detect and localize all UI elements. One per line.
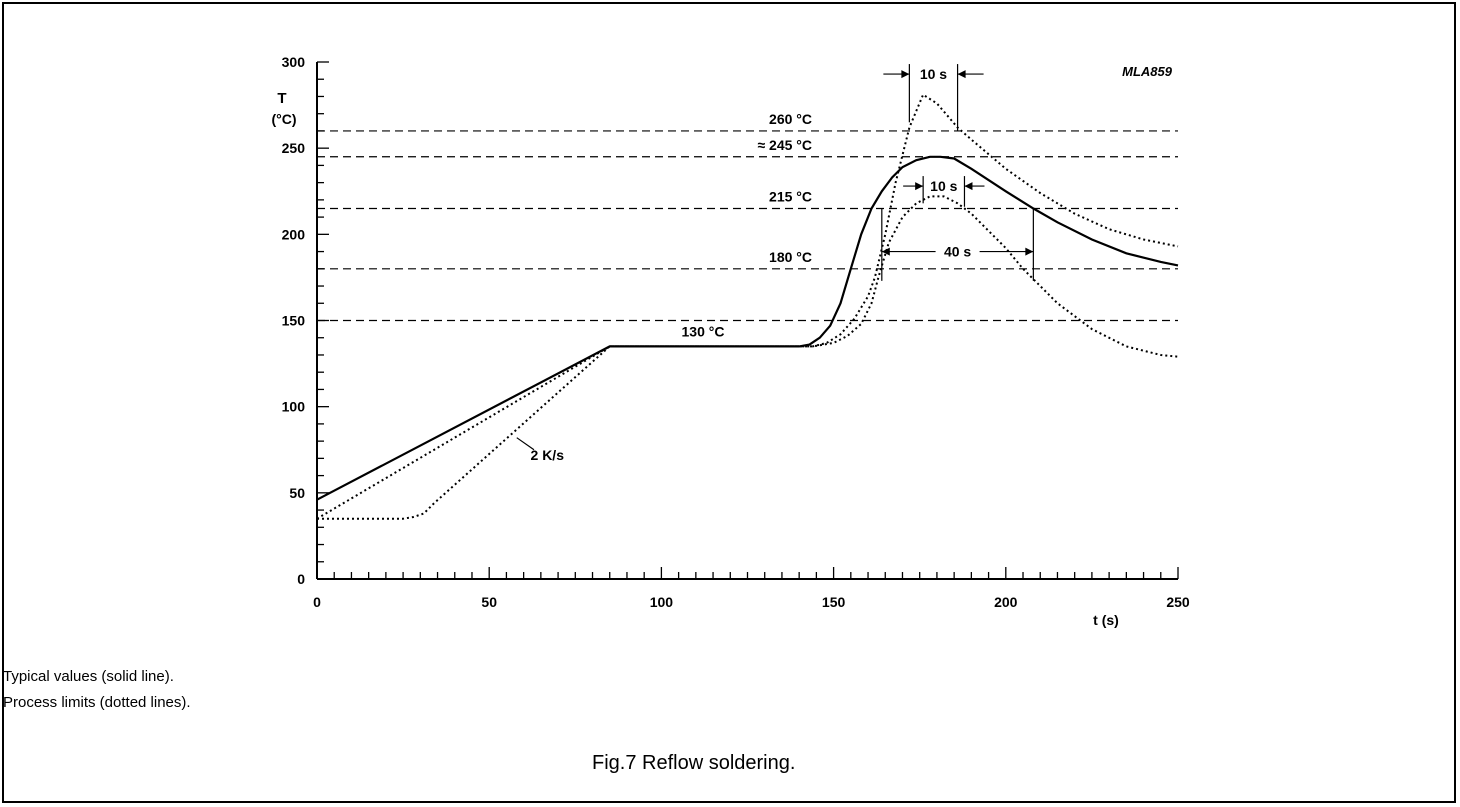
slope-leader-line [516,437,535,451]
y-tick-label: 150 [282,313,306,329]
figure-caption: Fig.7 Reflow soldering. [592,752,796,774]
figure-code: MLA859 [1122,64,1173,79]
y-tick-label: 250 [282,140,306,156]
y-tick-label: 100 [282,399,306,415]
dotted-series-line [316,195,1179,520]
reference-line-label: 215 °C [769,188,812,204]
dimension-arrowhead [881,247,890,256]
reference-line-label: ≈ 245 °C [757,137,812,153]
x-axis-label: t (s) [1093,612,1119,628]
y-tick-label: 200 [282,226,306,242]
plateau-label: 130 °C [682,323,725,339]
slope-label: 2 K/s [531,447,565,463]
y-axis-unit: (°C) [271,111,296,127]
reference-line-label: 260 °C [769,111,812,127]
dotted-series-line [317,93,1179,520]
note-process-limits: Process limits (dotted lines). [3,694,191,711]
x-tick-label: 200 [994,594,1018,610]
dimension-arrowhead [957,70,966,79]
x-tick-label: 50 [481,594,497,610]
dimension-arrowhead [964,182,973,191]
x-tick-label: 0 [313,594,321,610]
dimension-arrowhead [901,70,910,79]
x-tick-label: 150 [822,594,846,610]
duration-label: 10 s [930,178,957,194]
note-typical-values: Typical values (solid line). [3,668,174,685]
y-tick-label: 50 [289,485,305,501]
x-tick-label: 250 [1166,594,1190,610]
reference-line-label: 180 °C [769,249,812,265]
dimension-arrowhead [1025,247,1034,256]
y-tick-label: 0 [297,571,305,587]
duration-label: 40 s [944,244,971,260]
y-tick-label: 300 [282,54,306,70]
x-tick-label: 100 [650,594,674,610]
duration-label: 10 s [920,66,947,82]
y-axis-label: T [277,90,286,107]
dimension-arrowhead [915,182,924,191]
